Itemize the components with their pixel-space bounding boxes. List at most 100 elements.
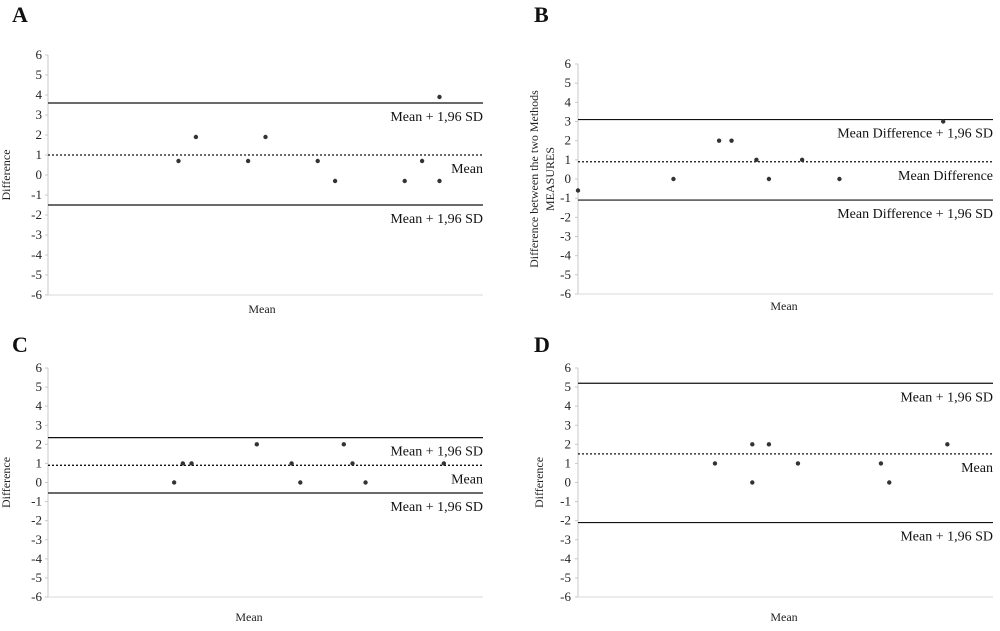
y-tick-label: 6 [565, 56, 572, 71]
panel-c: C6 5 4 3 2 1 0 -1 -2 -3 -4 -5 -6 Difference Mean Mean +… [0, 332, 483, 624]
y-tick-label: 2 [565, 436, 572, 451]
y-tick-label: -3 [560, 229, 571, 244]
data-point [419, 158, 425, 164]
y-tick-label: 1 [36, 455, 43, 470]
data-point [437, 178, 442, 184]
x-axis-title: Mean [770, 610, 797, 624]
limit-line-label: Mean + 1,96 SD [900, 390, 993, 405]
y-tick-label: 5 [565, 75, 572, 90]
data-point [837, 176, 842, 182]
y-tick-label: 5 [36, 379, 43, 394]
y-tick-label: 6 [36, 47, 43, 62]
y-tick-label: 2 [565, 133, 572, 148]
data-point [878, 461, 884, 466]
y-tick-label: 3 [565, 417, 572, 432]
data-point [437, 94, 442, 100]
y-tick-label: -2 [560, 209, 571, 224]
y-tick-label: 2 [36, 127, 43, 142]
data-point [263, 134, 268, 140]
y-tick-label: -5 [560, 570, 571, 585]
panel-b: B 6 5 4 3 2 1 0 -1 -2 -3 -4 -5 -6 Difference between t… [527, 2, 993, 313]
y-axis-title: Difference [532, 457, 546, 508]
limit-line-label: Mean + 1,96 SD [390, 500, 483, 515]
limit-line-label: Mean + 1,96 SD [390, 110, 483, 125]
y-tick-label: -3 [31, 532, 42, 547]
y-tick-label: -2 [31, 513, 42, 528]
y-tick-label: -1 [31, 494, 42, 509]
y-axis-title: Difference [0, 457, 13, 508]
data-point [716, 138, 722, 143]
y-tick-label: -5 [31, 570, 42, 585]
y-tick-label: 4 [36, 398, 43, 413]
y-tick-label: 4 [565, 94, 572, 109]
data-point [315, 158, 320, 164]
y-tick-label: -4 [560, 248, 571, 263]
mean-line-label: Mean [451, 472, 483, 487]
y-tick-label: 1 [565, 455, 572, 470]
data-point [766, 442, 772, 447]
data-point [799, 157, 805, 163]
y-tick-label: 3 [36, 417, 43, 432]
panel-d: D6 5 4 3 2 1 0 -1 -2 -3 -4 -5 -6 Difference Mean Mean +… [532, 332, 993, 624]
y-tick-label: 6 [36, 360, 43, 375]
y-axis-title: Difference [0, 149, 13, 200]
x-axis-title: Mean [235, 610, 262, 624]
y-tick-label: -6 [31, 287, 42, 302]
data-point [941, 119, 946, 124]
panel-letter: B [534, 2, 549, 27]
data-point [171, 480, 177, 485]
data-point [712, 461, 718, 466]
data-point [189, 461, 194, 466]
panel-letter: C [12, 332, 28, 357]
y-tick-label: 0 [565, 475, 572, 490]
limit-line-label: Mean + 1,96 SD [900, 530, 993, 545]
y-tick-label: -6 [31, 589, 42, 604]
y-tick-label: 6 [565, 360, 572, 375]
y-tick-label: 4 [565, 398, 572, 413]
data-point [945, 442, 950, 447]
mean-line-label: Mean Difference [898, 169, 993, 184]
data-point [671, 176, 676, 182]
data-point [575, 188, 581, 193]
mean-line-label: Mean [961, 461, 993, 476]
limit-line-label: Mean + 1,96 SD [390, 445, 483, 460]
data-point [402, 178, 407, 184]
panel-letter: A [12, 2, 28, 27]
y-tick-label: 1 [565, 152, 572, 167]
data-point [289, 461, 294, 466]
data-point [887, 480, 892, 485]
data-point [341, 442, 346, 447]
data-point [363, 480, 368, 485]
data-point [795, 461, 801, 466]
y-tick-label: -1 [31, 187, 42, 202]
mean-line-label: Mean [451, 162, 483, 177]
data-point [750, 442, 755, 447]
x-axis-title: Mean [248, 302, 275, 316]
y-tick-label: -4 [560, 551, 571, 566]
y-tick-label: 5 [36, 67, 43, 82]
data-point [729, 138, 734, 143]
y-tick-label: 5 [565, 379, 572, 394]
x-axis-title: Mean [770, 299, 797, 313]
y-tick-label: -6 [560, 286, 571, 301]
y-tick-label: 2 [36, 436, 43, 451]
limit-line-label: Mean Difference + 1,96 SD [837, 207, 993, 222]
panel-letter: D [534, 332, 550, 357]
y-axis-title: Difference between the two Methods MEASUR… [527, 90, 557, 268]
data-point [254, 442, 259, 447]
y-tick-label: 0 [36, 475, 43, 490]
limit-line-label: Mean Difference + 1,96 SD [837, 127, 993, 142]
data-point [750, 480, 755, 485]
y-tick-label: -2 [560, 513, 571, 528]
data-point [350, 461, 355, 466]
data-point [766, 176, 772, 182]
y-tick-label: -2 [31, 207, 42, 222]
data-point [180, 461, 186, 466]
data-point [176, 158, 181, 164]
y-tick-label: 3 [36, 107, 43, 122]
y-tick-label: -6 [560, 589, 571, 604]
y-tick-label: -5 [31, 267, 42, 282]
y-tick-label: -3 [31, 227, 42, 242]
data-point [245, 158, 251, 164]
